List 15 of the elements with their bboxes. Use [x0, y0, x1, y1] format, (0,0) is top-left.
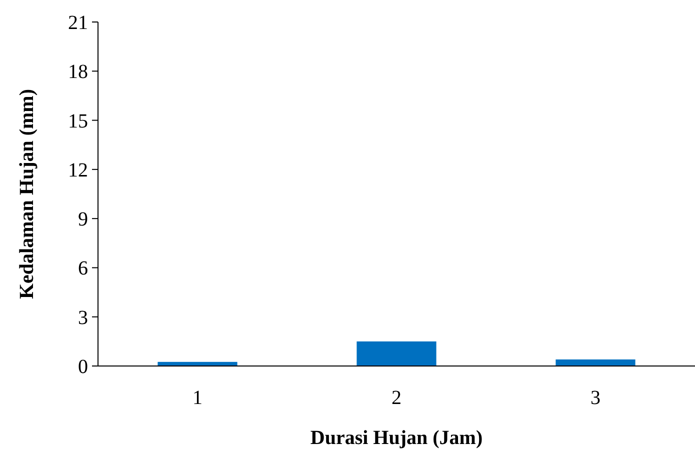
- x-tick-label: 2: [392, 387, 402, 409]
- bar: [356, 341, 436, 366]
- y-tick-label: 12: [68, 159, 88, 182]
- y-tick-label: 6: [78, 258, 88, 280]
- x-tick-label: 3: [590, 387, 600, 409]
- y-axis-title: Kedalaman Hujan (mm): [16, 89, 38, 299]
- x-tick-label: 1: [192, 387, 202, 409]
- x-axis-title: Durasi Hujan (Jam): [310, 427, 483, 449]
- bar: [556, 359, 636, 366]
- y-tick-label: 15: [68, 110, 88, 132]
- y-tick-label: 18: [68, 61, 88, 84]
- y-tick-label: 3: [78, 306, 88, 329]
- y-tick-label: 0: [78, 356, 88, 378]
- y-tick-label: 9: [78, 208, 88, 231]
- y-tick-label: 21: [68, 12, 88, 34]
